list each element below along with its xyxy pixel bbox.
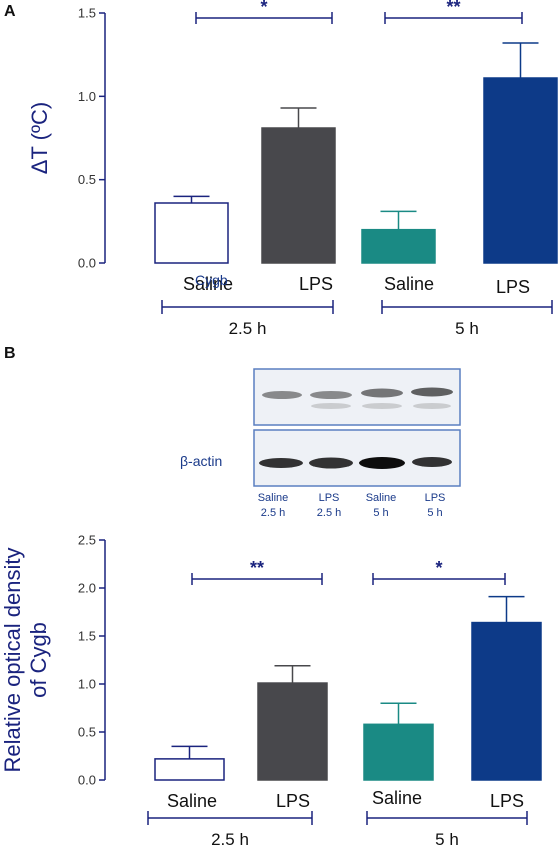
chart-a-category-label: LPS (496, 277, 530, 297)
chart-b: Relative optical density of Cygb 0.0 0.5 1… (0, 533, 542, 849)
chart-a-bar (361, 228, 436, 264)
chart-b-y-tick-label: 1.5 (78, 629, 96, 644)
band-cygb-4 (411, 387, 453, 397)
chart-b-y-tick-label: 1.0 (78, 677, 96, 692)
band-cygb-2 (310, 391, 352, 399)
lane-3-line1: Saline (366, 492, 397, 504)
chart-a-y-tick-label: 1.5 (78, 6, 96, 21)
chart-a-group-label: 5 h (455, 319, 479, 338)
chart-b-bar (363, 723, 434, 781)
chart-a-category-label: Saline (183, 274, 233, 294)
lane-1-line2: 2.5 h (261, 507, 285, 519)
chart-b-bar (471, 621, 542, 781)
lane-4-line1: LPS (425, 492, 446, 504)
chart-a-group-label: 2.5 h (229, 319, 267, 338)
band-cygb-4b (413, 403, 451, 409)
chart-b-ylabel-line1: Relative optical density (0, 547, 25, 772)
band-cygb-1 (262, 391, 302, 399)
chart-b-sig-label: ** (250, 558, 264, 578)
lane-3-line2: 5 h (373, 507, 388, 519)
band-cygb-3 (361, 388, 403, 398)
chart-b-bar (257, 682, 328, 781)
blot-label-actin: β-actin (180, 453, 222, 469)
chart-a-y-tick-label: 0.5 (78, 172, 96, 187)
chart-b-ylabel-line2: of Cygb (26, 622, 51, 698)
chart-a-bar (261, 127, 336, 264)
panel-a-letter: A (4, 3, 16, 20)
western-blot: Cygb β-actin Saline 2.5 h LPS 2.5 h Sali… (180, 272, 461, 519)
lane-2-line2: 2.5 h (317, 507, 341, 519)
chart-b-y-tick-label: 2.0 (78, 581, 96, 596)
chart-b-category-label: Saline (167, 791, 217, 811)
chart-a-bar (483, 77, 558, 264)
band-actin-2 (309, 457, 353, 469)
chart-a-y-tick-label: 1.0 (78, 89, 96, 104)
chart-b-category-label: LPS (276, 791, 310, 811)
chart-a-bar (154, 202, 229, 264)
chart-b-sig-label: * (435, 558, 442, 578)
band-actin-4 (412, 457, 452, 467)
chart-b-group-label: 5 h (435, 830, 459, 849)
chart-a-ylabel: ΔT (ºC) (27, 102, 52, 174)
blot-label-cygb: Cygb (195, 272, 228, 288)
chart-b-y-tick-label: 0.5 (78, 725, 96, 740)
chart-a-sig-label: ** (446, 0, 460, 17)
lane-4-line2: 5 h (427, 507, 442, 519)
band-cygb-2b (311, 403, 351, 409)
chart-a-sig-label: * (260, 0, 267, 17)
chart-b-group-label: 2.5 h (211, 830, 249, 849)
chart-b-category-label: LPS (490, 791, 524, 811)
chart-a-y-tick-label: 0.0 (78, 256, 96, 271)
lane-1-line1: Saline (258, 492, 289, 504)
band-actin-1 (259, 458, 303, 468)
chart-b-bar (154, 758, 225, 781)
chart-b-y-tick-label: 0.0 (78, 773, 96, 788)
lane-2-line1: LPS (319, 492, 340, 504)
panel-b-letter: B (4, 345, 16, 362)
chart-a-category-label: LPS (299, 274, 333, 294)
band-cygb-3b (362, 403, 402, 409)
chart-a-category-label: Saline (384, 274, 434, 294)
band-actin-3 (359, 457, 405, 469)
chart-b-y-tick-label: 2.5 (78, 533, 96, 548)
chart-b-category-label: Saline (372, 788, 422, 808)
